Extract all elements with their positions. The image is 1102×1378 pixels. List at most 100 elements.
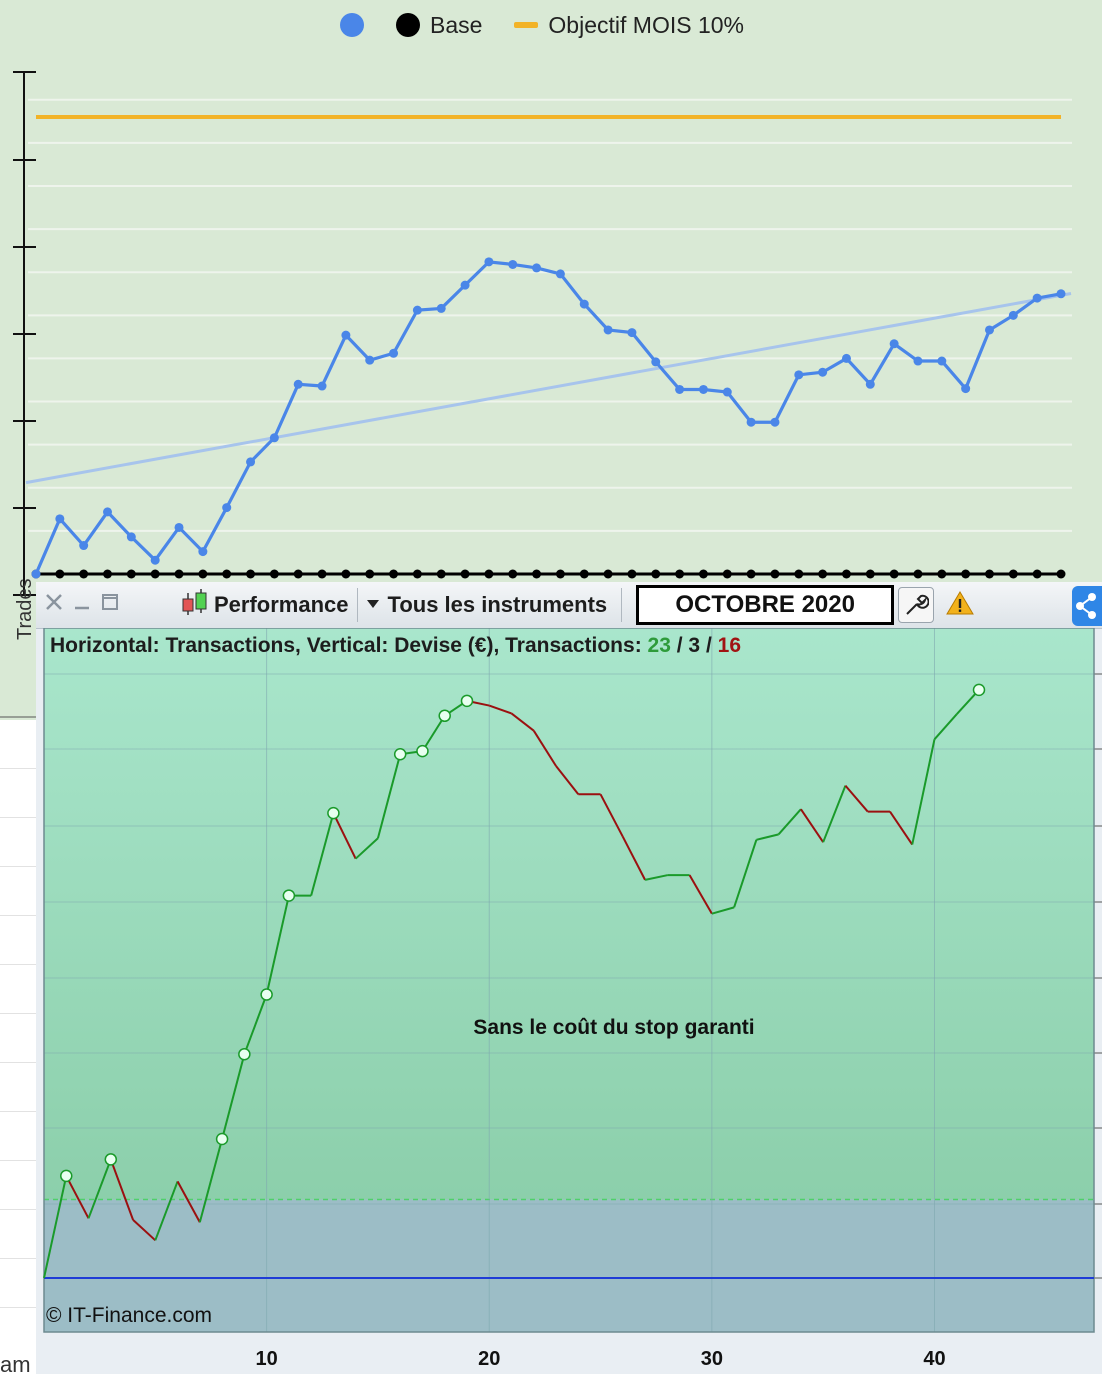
equity-segment [599,793,624,838]
instruments-dropdown[interactable]: Tous les instruments [387,592,608,617]
month-selector[interactable]: OCTOBRE 2020 [636,585,895,625]
equity-segment [43,1175,68,1279]
performance-point [722,387,732,397]
performance-point [937,356,947,366]
candlestick-icon [180,587,210,623]
base-point [651,569,661,579]
trend-line [25,292,1072,485]
winning-trades-count: 23 [647,634,671,657]
base-point [222,569,232,579]
equity-segment [555,765,580,795]
equity-segment [800,808,824,843]
top-axis-label: Trades [14,578,36,640]
performance-point [412,305,422,315]
base-point [937,569,947,579]
plot-frame [43,628,1095,1333]
performance-point [913,356,923,366]
minimize-icon[interactable] [72,592,92,618]
base-point [770,569,780,579]
base-point [1032,569,1042,579]
equity-segment [688,874,713,915]
legend-label: Base [429,11,483,38]
performance-point [79,541,89,551]
base-point [412,569,422,579]
x-tick-label: 10 [255,1348,277,1370]
performance-point [31,569,41,579]
performance-point [389,348,399,358]
performance-point [126,532,136,542]
performance-point [246,457,256,467]
performance-window: Performance Tous les instruments OCTOBRE… [36,582,1102,1374]
base-point [484,569,494,579]
equity-segment [87,1159,112,1219]
equity-segment [109,1159,134,1221]
table-row [0,916,36,965]
base-point [150,569,160,579]
equity-segment [421,715,446,752]
base-point [794,569,804,579]
base-point [603,569,613,579]
base-point [365,569,375,579]
warning-icon[interactable] [946,590,975,621]
toolbar-divider [621,588,623,622]
performance-point [627,328,637,338]
performance-point [174,522,184,532]
new-high-marker [282,889,296,902]
share-icon[interactable] [1072,586,1102,626]
new-high-marker [438,709,451,723]
close-icon[interactable] [44,592,64,618]
neutral-trades-count: 3 [688,634,701,657]
profit-zone [44,628,1094,1200]
dropdown-arrow-icon[interactable] [366,596,380,614]
chart-annotation: Sans le coût du stop garanti [473,1016,754,1039]
wrench-icon[interactable] [898,587,935,623]
chart-info-line: Horizontal: Transactions, Vertical: Devi… [50,634,741,658]
performance-point [889,339,899,349]
legend-swatch [395,13,420,37]
base-point [841,569,851,579]
base-point [508,569,518,579]
base-point [198,569,208,579]
performance-point [317,381,327,391]
performance-point [555,269,565,279]
equity-segment [65,1175,90,1219]
table-row [0,867,36,916]
maximize-icon[interactable] [100,592,120,618]
base-point [889,569,899,579]
table-row [0,818,36,867]
performance-point [484,257,494,267]
performance-point [984,325,994,335]
equity-segment [132,1219,156,1242]
performance-point [198,547,208,557]
new-high-marker [260,988,273,1001]
base-point [555,569,565,579]
equity-segment [310,812,335,896]
equity-segment [911,739,936,845]
equity-segment [376,753,402,839]
equity-segment [844,785,869,813]
base-point [746,569,756,579]
base-point [722,569,732,579]
base-point [675,569,685,579]
performance-point [293,379,303,389]
equity-segment [354,837,379,860]
table-row [0,965,36,1014]
equity-segment [510,712,535,732]
performance-button[interactable]: Performance [214,592,349,617]
equity-segment [711,906,735,915]
equity-segment [332,812,357,860]
performance-point [818,367,828,377]
performance-point [603,325,613,335]
base-point [389,569,399,579]
performance-line [34,260,1062,575]
base-point [1008,569,1018,579]
left-panel-fragment: am [0,1352,31,1377]
base-point [317,569,327,579]
base-point [79,569,89,579]
x-tick-label: 30 [701,1348,723,1370]
base-point [246,569,256,579]
legend-item: Objectif MOIS 10% [514,12,744,39]
x-tick-label: 40 [923,1348,945,1370]
performance-point [961,384,971,394]
performance-point [675,384,685,394]
